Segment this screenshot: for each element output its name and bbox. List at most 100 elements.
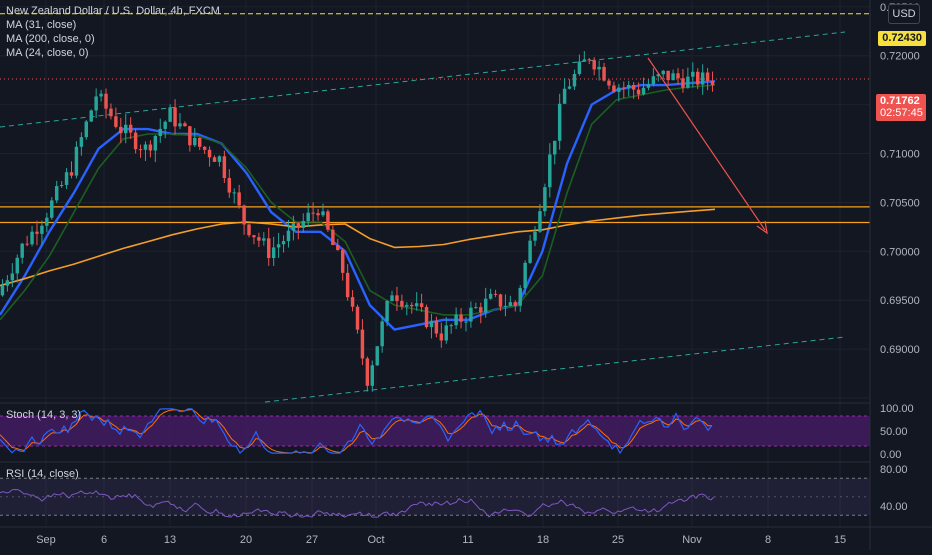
candle-body — [671, 73, 675, 81]
candle-body — [622, 87, 626, 89]
candle — [133, 128, 138, 154]
rsi-label[interactable]: RSI (14, close) — [6, 468, 79, 480]
candle-body — [567, 86, 572, 89]
candle — [602, 62, 606, 82]
stoch-tick-label: 50.00 — [880, 426, 908, 438]
rsi-tick-label: 40.00 — [880, 501, 908, 513]
candle-body — [651, 76, 656, 85]
candle-body — [375, 346, 379, 366]
candle — [523, 260, 527, 295]
candle — [197, 137, 202, 151]
candle-body — [128, 124, 133, 133]
legend-ma24[interactable]: MA (24, close, 0) — [6, 47, 89, 59]
stoch-label[interactable]: Stoch (14, 3, 3) — [6, 409, 82, 421]
candle-body — [503, 305, 508, 307]
candle — [64, 168, 69, 190]
candle — [626, 80, 631, 97]
candle-body — [173, 107, 177, 127]
candle-body — [523, 262, 527, 288]
candle-body — [345, 272, 350, 298]
candle — [336, 238, 340, 251]
candle — [350, 290, 355, 312]
candle — [414, 292, 419, 311]
rsi-line — [0, 488, 715, 518]
candle-body — [365, 358, 370, 386]
candle-body — [597, 66, 601, 70]
candle-body — [306, 212, 310, 222]
candle-body — [30, 231, 34, 245]
candle-body — [646, 84, 651, 88]
candle — [232, 188, 236, 204]
candle-body — [562, 88, 567, 104]
candle-body — [469, 307, 473, 322]
candle — [681, 69, 685, 93]
stoch-d-line — [0, 408, 713, 454]
candle-body — [691, 71, 695, 77]
candle-body — [207, 149, 212, 158]
candle — [518, 285, 522, 312]
candle-body — [99, 93, 103, 97]
legend-ma200[interactable]: MA (200, close, 0) — [6, 33, 95, 45]
moving-averages — [0, 80, 716, 331]
candle-body — [84, 121, 89, 138]
candle-body — [0, 285, 5, 296]
channel-top — [0, 31, 846, 128]
candle — [533, 226, 537, 247]
currency-button[interactable]: USD — [888, 4, 920, 24]
x-tick-label: 13 — [164, 534, 176, 546]
candle-body — [444, 325, 448, 341]
candle-body — [410, 304, 414, 307]
candle-body — [419, 303, 424, 308]
countdown-tag: 02:57:45 — [876, 106, 926, 121]
candle — [321, 203, 325, 218]
candle — [705, 67, 710, 91]
candle — [597, 60, 601, 81]
legend-ma31[interactable]: MA (31, close) — [6, 19, 77, 31]
candle — [661, 69, 665, 79]
x-tick-label: 27 — [306, 534, 318, 546]
candle — [40, 220, 44, 246]
x-tick-label: 15 — [834, 534, 846, 546]
stoch-tick-label: 0.00 — [880, 449, 901, 461]
candle-body — [178, 123, 182, 127]
candle — [227, 169, 232, 198]
y-tick-label: 0.70000 — [880, 246, 920, 258]
legend: New Zealand Dollar / U.S. Dollar, 4h, FX… — [6, 4, 220, 60]
candle — [380, 316, 384, 353]
candle-body — [572, 73, 577, 87]
candle — [390, 290, 394, 302]
candle-body — [705, 72, 710, 81]
candle-body — [143, 144, 148, 150]
candle — [188, 125, 192, 152]
candle-body — [454, 314, 458, 326]
candle-body — [20, 243, 24, 258]
candle — [20, 242, 24, 264]
candle-body — [449, 325, 453, 327]
candle — [444, 317, 448, 344]
candle-body — [59, 184, 64, 187]
candle — [84, 119, 89, 140]
candle-body — [286, 230, 291, 242]
candle-body — [262, 238, 266, 241]
candle-body — [390, 295, 394, 302]
x-tick-label: Nov — [682, 534, 702, 546]
candle-body — [631, 84, 636, 90]
candle-body — [350, 297, 355, 307]
candle-body — [533, 231, 537, 241]
candle — [148, 140, 153, 158]
candle-body — [281, 241, 286, 245]
candle-body — [424, 307, 429, 328]
candle — [488, 288, 493, 300]
x-tick-label: 18 — [537, 534, 549, 546]
candle-body — [592, 60, 596, 70]
candle — [508, 295, 513, 307]
candle — [493, 289, 498, 298]
candle — [301, 213, 305, 233]
candle — [257, 232, 261, 248]
candle-body — [64, 172, 69, 185]
y-tick-label: 0.71000 — [880, 149, 920, 161]
candle — [158, 118, 162, 143]
candle — [548, 143, 552, 198]
